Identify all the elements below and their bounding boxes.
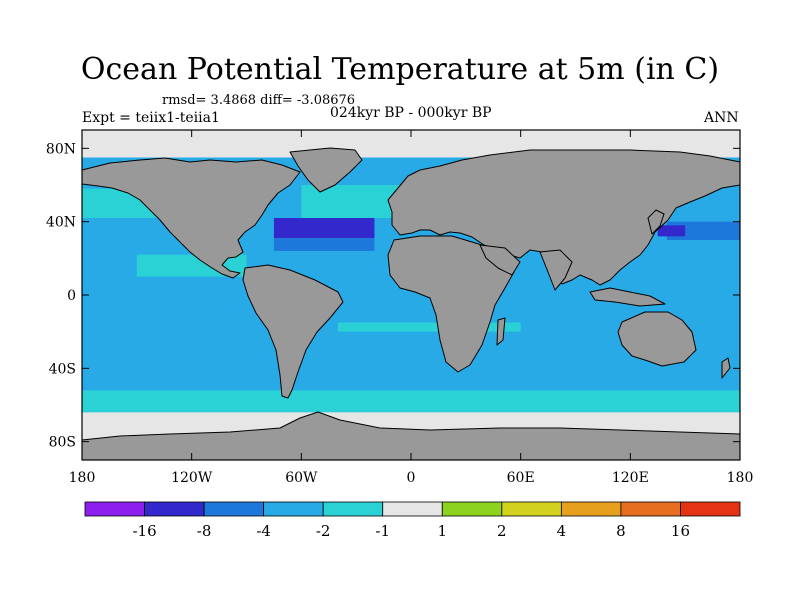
- colorbar-swatch: [560, 501, 622, 517]
- colorbar-label: 1: [437, 522, 447, 540]
- y-tick-label: 80S: [49, 435, 76, 451]
- colorbar-swatch: [203, 501, 265, 517]
- x-tick-label: 0: [407, 470, 416, 486]
- colorbar-swatch: [441, 501, 503, 517]
- colorbar-swatch: [263, 501, 324, 517]
- colorbar-label: 16: [671, 522, 690, 540]
- colorbar: -16 -8 -4 -2 -1 1 2 4 8 16: [84, 501, 741, 540]
- x-tick-label: 120E: [612, 470, 649, 486]
- x-tick-label: 180: [69, 470, 96, 486]
- band-south-indian-light: [337, 322, 521, 332]
- experiment-label: Expt = teiix1-teiia1: [82, 110, 220, 126]
- colorbar-swatch: [501, 501, 562, 517]
- y-tick-label: 40N: [46, 215, 76, 231]
- stats-text: rmsd= 3.4868 diff= -3.08676: [162, 93, 356, 108]
- colorbar-label: -8: [197, 522, 212, 540]
- colorbar-swatch: [620, 501, 681, 517]
- band-south-pacific: [82, 350, 265, 387]
- colorbar-label: -1: [375, 522, 390, 540]
- chart-title: Ocean Potential Temperature at 5m (in C): [80, 52, 720, 87]
- colorbar-label: 4: [557, 522, 567, 540]
- colorbar-swatch: [322, 501, 384, 517]
- colorbar-label: 2: [497, 522, 507, 540]
- land-australia: [617, 311, 697, 367]
- land-greenland: [289, 147, 363, 193]
- colorbar-swatch: [84, 501, 145, 517]
- season-label: ANN: [704, 110, 739, 126]
- land-south-america: [242, 264, 344, 399]
- band-japan: [657, 225, 686, 237]
- colorbar-label: -16: [132, 522, 156, 540]
- land-japan: [647, 209, 665, 235]
- x-tick-label: 60W: [285, 470, 318, 486]
- land-india: [539, 249, 573, 291]
- map-area: [81, 129, 741, 461]
- colorbar-label: 8: [616, 522, 626, 540]
- y-axis: 80N 40N 0 40S 80S: [46, 141, 740, 451]
- land-indonesia: [589, 287, 666, 307]
- land-eurasia: [387, 149, 741, 286]
- colorbar-swatch: [680, 501, 741, 517]
- x-axis: 180 120W 60W 0 60E 120E 180: [69, 130, 754, 486]
- land-north-america: [81, 157, 301, 279]
- band-north-atlantic-mid: [273, 238, 375, 251]
- x-tick-label: 180: [727, 470, 754, 486]
- x-tick-label: 60E: [507, 470, 535, 486]
- period-label: 024kyr BP - 000kyr BP: [330, 105, 492, 121]
- colorbar-swatch: [144, 501, 205, 517]
- colorbar-label: -4: [256, 522, 271, 540]
- land-new-zealand: [721, 357, 731, 379]
- y-tick-label: 40S: [49, 361, 76, 377]
- land-madagascar: [496, 317, 506, 346]
- x-tick-label: 120W: [171, 470, 213, 486]
- land-masses: [81, 147, 741, 461]
- y-tick-label: 0: [67, 288, 76, 304]
- land-arabia: [479, 244, 521, 276]
- y-tick-label: 80N: [46, 141, 76, 157]
- colorbar-label: -2: [316, 522, 331, 540]
- band-southern-ocean: [82, 390, 740, 413]
- band-north-atlantic-dark: [273, 218, 375, 239]
- colorbar-swatch: [382, 501, 443, 517]
